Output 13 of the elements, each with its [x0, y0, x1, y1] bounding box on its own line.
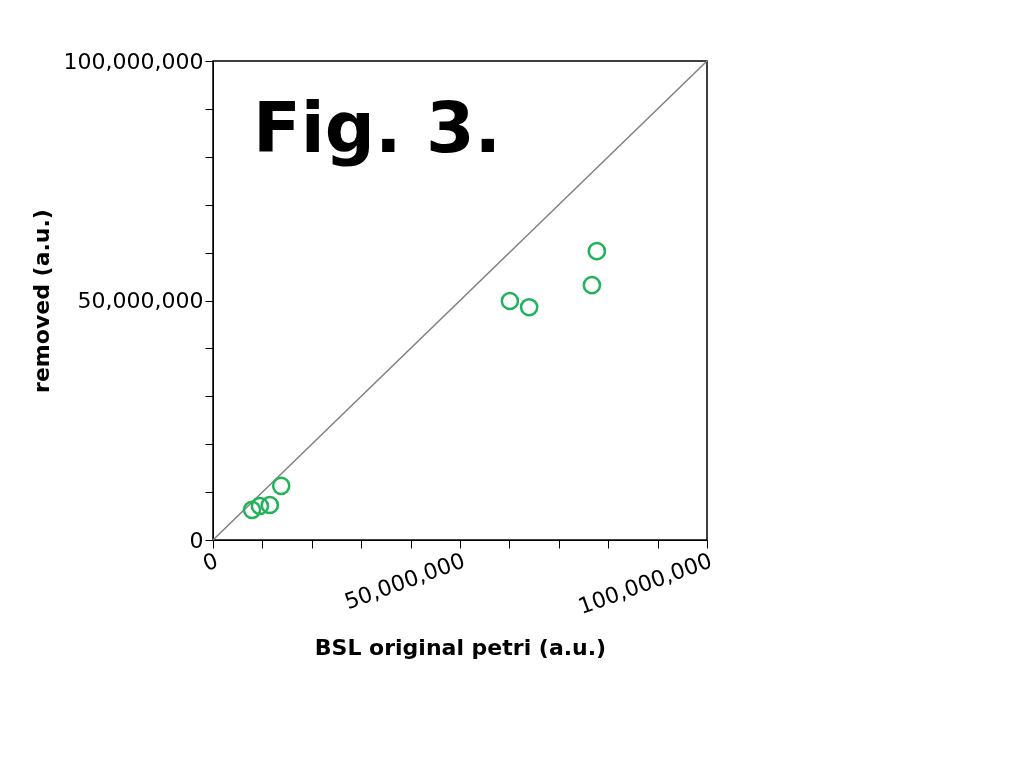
y-tick-label: 50,000,000 — [77, 288, 204, 313]
point — [242, 500, 262, 520]
point — [582, 275, 602, 295]
x-axis-title: BSL original petri (a.u.) — [314, 635, 607, 661]
y-axis-title: removed (a.u.) — [28, 209, 54, 393]
point — [250, 496, 270, 516]
point — [519, 297, 539, 317]
point — [587, 241, 607, 261]
y-tick-label: 100,000,000 — [63, 48, 204, 74]
point — [271, 476, 291, 496]
point — [260, 495, 280, 515]
point — [500, 291, 520, 311]
annotation: Fig. 3. — [253, 87, 502, 169]
